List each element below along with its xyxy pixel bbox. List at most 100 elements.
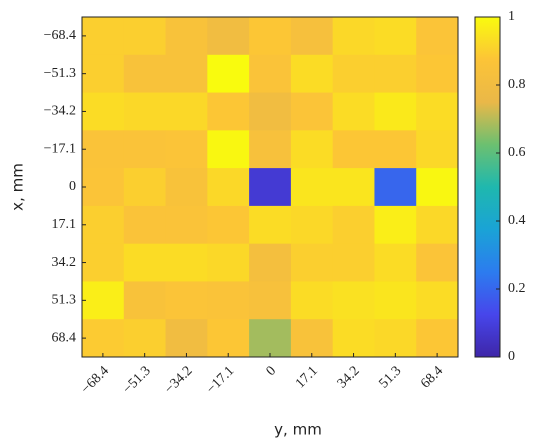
colorbar-tick-label: 0.8	[508, 77, 526, 92]
x-tick-label: −34.2	[162, 363, 196, 397]
cell	[82, 168, 125, 207]
cell	[249, 281, 292, 320]
cell	[207, 92, 250, 131]
cell	[249, 92, 292, 131]
colorbar-tick-label: 0	[508, 349, 515, 364]
cell	[82, 319, 125, 358]
cell	[332, 92, 375, 131]
cell	[207, 281, 250, 320]
cell	[374, 243, 417, 282]
cell	[416, 319, 459, 358]
y-tick-label: 34.2	[52, 255, 77, 270]
cell	[123, 319, 167, 358]
cell	[249, 168, 292, 207]
x-tick-label: 17.1	[293, 363, 321, 391]
cell	[332, 54, 375, 94]
cell	[416, 168, 459, 207]
y-tick-label: −17.1	[44, 141, 76, 156]
x-axis-label: y, mm	[274, 421, 322, 439]
x-tick-label: 34.2	[335, 363, 363, 391]
cell	[290, 243, 334, 282]
cell	[165, 281, 208, 320]
cell	[290, 281, 334, 320]
cell	[207, 319, 250, 358]
cell	[165, 243, 208, 282]
cell	[374, 17, 417, 56]
cell	[165, 205, 208, 245]
cell	[249, 205, 292, 245]
cell	[290, 92, 334, 131]
colorbar-tick-label: 1	[508, 9, 515, 24]
cell	[290, 168, 334, 207]
cell	[165, 92, 208, 131]
cell	[123, 54, 167, 94]
y-axis-label: x, mm	[9, 163, 27, 211]
cell	[165, 130, 208, 169]
colorbar-tick-label: 0.4	[508, 213, 526, 228]
cell	[165, 319, 208, 358]
cell	[374, 281, 417, 320]
x-tick-label: −51.3	[120, 363, 154, 397]
cell	[123, 205, 167, 245]
colorbar-tick-label: 0.2	[508, 281, 526, 296]
cell	[249, 319, 292, 358]
cell	[290, 205, 334, 245]
y-tick-label: 68.4	[52, 330, 77, 345]
cell	[416, 92, 459, 131]
y-tick-label: −34.2	[44, 104, 76, 119]
cell	[374, 130, 417, 169]
cell	[82, 54, 125, 94]
y-tick-label: −51.3	[44, 66, 76, 81]
cell	[290, 54, 334, 94]
cell	[165, 17, 208, 56]
cell	[249, 17, 292, 56]
cell	[290, 17, 334, 56]
colorbar	[474, 16, 501, 358]
cell	[332, 281, 375, 320]
cell	[207, 243, 250, 282]
cell	[82, 17, 125, 56]
cell	[207, 17, 250, 56]
cell	[123, 92, 167, 131]
x-tick-label: −17.1	[204, 363, 238, 397]
cell	[207, 168, 250, 207]
cell	[82, 281, 125, 320]
x-tick-label: 51.3	[377, 363, 405, 391]
cell	[374, 92, 417, 131]
cell	[416, 130, 459, 169]
cell	[416, 243, 459, 282]
x-tick-label: 0	[264, 363, 280, 379]
cell	[332, 319, 375, 358]
cell	[374, 54, 417, 94]
cell	[290, 319, 334, 358]
cell	[165, 54, 208, 94]
cell	[416, 205, 459, 245]
cell	[207, 205, 250, 245]
cell	[332, 130, 375, 169]
cell	[374, 319, 417, 358]
cell	[416, 17, 459, 56]
cell	[82, 92, 125, 131]
cell	[249, 54, 292, 94]
cell	[249, 243, 292, 282]
cell	[332, 243, 375, 282]
y-tick-label: 17.1	[52, 217, 77, 232]
cell	[207, 54, 250, 94]
cell	[82, 130, 125, 169]
cell	[123, 17, 167, 56]
cell	[207, 130, 250, 169]
cell	[249, 130, 292, 169]
cell	[374, 168, 417, 207]
cell	[165, 168, 208, 207]
cell	[332, 205, 375, 245]
cell	[123, 281, 167, 320]
cell	[123, 168, 167, 207]
cell	[416, 281, 459, 320]
colorbar-tick-label: 0.6	[508, 145, 526, 160]
cell	[374, 205, 417, 245]
y-tick-label: −68.4	[44, 28, 76, 43]
cell	[332, 17, 375, 56]
cell	[82, 205, 125, 245]
cell	[332, 168, 375, 207]
